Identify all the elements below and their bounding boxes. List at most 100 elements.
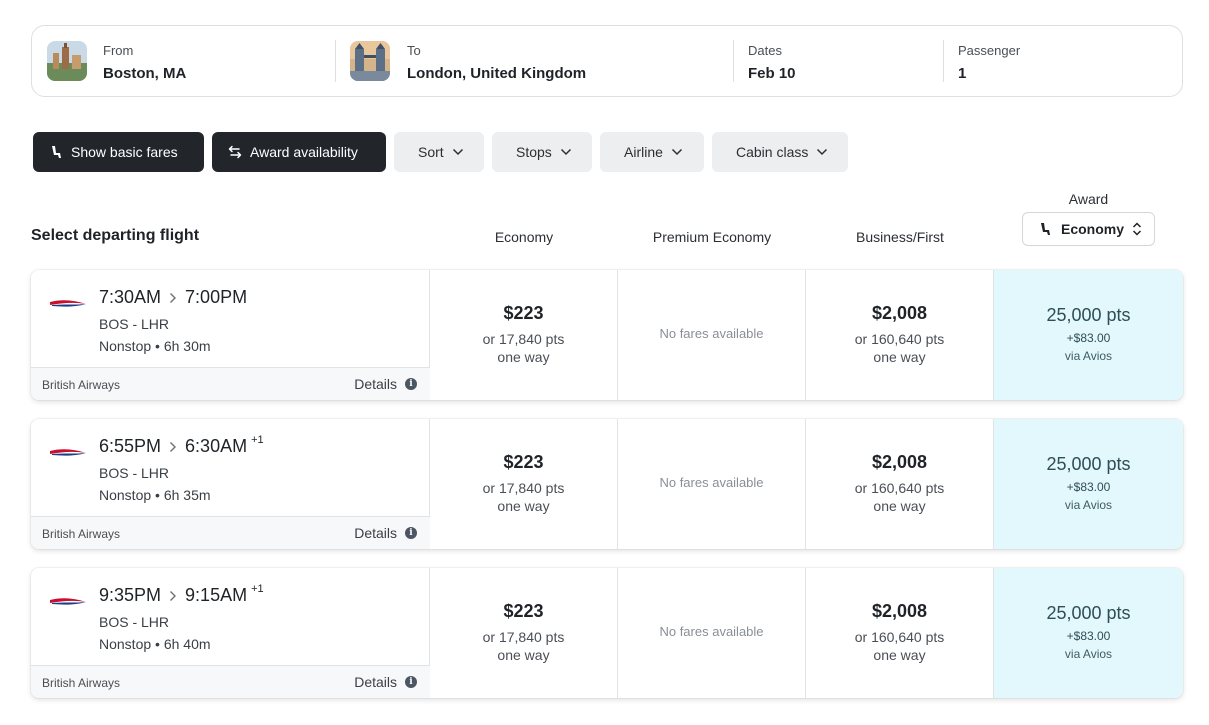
column-header-premium-economy: Premium Economy — [652, 229, 772, 245]
business-points: or 160,640 pts — [854, 629, 945, 645]
business-trip-type: one way — [873, 498, 926, 514]
divider — [335, 40, 336, 82]
passenger-field[interactable]: Passenger 1 — [944, 26, 1182, 96]
award-availability-label: Award availability — [250, 144, 358, 160]
premium-economy-fare-cell: No fares available — [618, 419, 806, 549]
no-fares-text: No fares available — [659, 326, 764, 341]
destination-field[interactable]: To London, United Kingdom — [336, 26, 733, 96]
business-fare-cell[interactable]: $2,008 or 160,640 pts one way — [806, 419, 994, 549]
no-fares-text: No fares available — [659, 624, 764, 639]
business-fare-cell[interactable]: $2,008 or 160,640 pts one way — [806, 568, 994, 698]
arrival-time: 9:15AM — [185, 585, 248, 605]
info-icon: i — [405, 527, 417, 539]
arrival-time: 6:30AM — [185, 436, 248, 456]
departure-time: 9:35PM — [99, 585, 162, 605]
chevron-up-down-icon — [1132, 221, 1142, 240]
business-points: or 160,640 pts — [854, 331, 945, 347]
details-label: Details — [354, 674, 397, 690]
passenger-value: 1 — [958, 65, 967, 82]
economy-fare-cell[interactable]: $223 or 17,840 pts one way — [430, 419, 618, 549]
no-fares-text: No fares available — [659, 475, 764, 490]
chevron-down-icon — [671, 148, 683, 156]
details-link[interactable]: Details i — [354, 376, 417, 392]
business-price: $2,008 — [871, 601, 928, 621]
business-trip-type: one way — [873, 349, 926, 365]
airline-label: Airline — [624, 144, 663, 160]
flight-row[interactable]: 9:35PM 9:15AM +1 BOS - LHR Nonstop • 6h … — [31, 568, 1183, 698]
flight-footer: British Airways Details i — [31, 665, 430, 698]
british-airways-logo — [48, 594, 88, 610]
route: BOS - LHR — [99, 316, 170, 332]
route: BOS - LHR — [99, 465, 170, 481]
passenger-label: Passenger — [958, 43, 1021, 58]
award-availability-button[interactable]: Award availability — [212, 132, 386, 172]
economy-trip-type: one way — [497, 349, 550, 365]
flight-times: 7:30AM 7:00PM — [99, 287, 251, 308]
economy-trip-type: one way — [497, 647, 550, 663]
dates-field[interactable]: Dates Feb 10 — [734, 26, 943, 96]
stops-duration: Nonstop • 6h 40m — [99, 636, 211, 652]
destination-label: To — [407, 43, 421, 58]
cabin-class-dropdown[interactable]: Cabin class — [712, 132, 848, 172]
stops-duration: Nonstop • 6h 30m — [99, 338, 211, 354]
flight-times: 9:35PM 9:15AM +1 — [99, 582, 264, 606]
column-header-business-first: Business/First — [856, 229, 944, 245]
award-cabin-value: Economy — [1061, 221, 1125, 237]
details-link[interactable]: Details i — [354, 525, 417, 541]
stops-dropdown[interactable]: Stops — [492, 132, 592, 172]
premium-economy-fare-cell: No fares available — [618, 270, 806, 400]
flight-footer: British Airways Details i — [31, 516, 430, 549]
airline-dropdown[interactable]: Airline — [600, 132, 704, 172]
details-label: Details — [354, 525, 397, 541]
divider — [943, 40, 944, 82]
seat-icon — [1039, 222, 1051, 236]
column-header-economy: Economy — [494, 229, 554, 245]
destination-value: London, United Kingdom — [407, 65, 587, 82]
sort-label: Sort — [418, 144, 444, 160]
award-fee: +$83.00 — [1066, 331, 1111, 345]
flight-info: 9:35PM 9:15AM +1 BOS - LHR Nonstop • 6h … — [31, 568, 430, 698]
business-points: or 160,640 pts — [854, 480, 945, 496]
stops-label: Stops — [516, 144, 552, 160]
award-fee: +$83.00 — [1066, 480, 1111, 494]
departure-time: 6:55PM — [99, 436, 162, 456]
airline-name: British Airways — [42, 378, 121, 392]
economy-points: or 17,840 pts — [482, 331, 565, 347]
award-program: via Avios — [1064, 498, 1113, 512]
award-program: via Avios — [1064, 349, 1113, 363]
chevron-down-icon — [816, 148, 828, 156]
show-basic-fares-label: Show basic fares — [71, 144, 178, 160]
origin-field[interactable]: From Boston, MA — [32, 26, 335, 96]
flight-info: 7:30AM 7:00PM BOS - LHR Nonstop • 6h 30m… — [31, 270, 430, 400]
business-price: $2,008 — [871, 452, 928, 472]
business-fare-cell[interactable]: $2,008 or 160,640 pts one way — [806, 270, 994, 400]
business-trip-type: one way — [873, 647, 926, 663]
flight-row[interactable]: 6:55PM 6:30AM +1 BOS - LHR Nonstop • 6h … — [31, 419, 1183, 549]
award-fare-cell[interactable]: 25,000 pts +$83.00 via Avios — [994, 419, 1183, 549]
sort-dropdown[interactable]: Sort — [394, 132, 484, 172]
day-offset: +1 — [251, 582, 264, 595]
award-cabin-select[interactable]: Economy — [1022, 212, 1155, 246]
award-fare-cell[interactable]: 25,000 pts +$83.00 via Avios — [994, 270, 1183, 400]
economy-fare-cell[interactable]: $223 or 17,840 pts one way — [430, 270, 618, 400]
award-fare-cell[interactable]: 25,000 pts +$83.00 via Avios — [994, 568, 1183, 698]
divider — [733, 40, 734, 82]
flight-row[interactable]: 7:30AM 7:00PM BOS - LHR Nonstop • 6h 30m… — [31, 270, 1183, 400]
economy-fare-cell[interactable]: $223 or 17,840 pts one way — [430, 568, 618, 698]
london-thumbnail — [350, 41, 390, 81]
business-price: $2,008 — [871, 303, 928, 323]
boston-thumbnail — [47, 41, 87, 81]
premium-economy-fare-cell: No fares available — [618, 568, 806, 698]
details-link[interactable]: Details i — [354, 674, 417, 690]
chevron-down-icon — [452, 148, 464, 156]
show-basic-fares-button[interactable]: Show basic fares — [33, 132, 204, 172]
award-points: 25,000 pts — [1046, 305, 1131, 325]
origin-label: From — [103, 43, 134, 58]
details-label: Details — [354, 376, 397, 392]
arrival-time: 7:00PM — [185, 287, 248, 307]
award-points: 25,000 pts — [1046, 454, 1131, 474]
section-title: Select departing flight — [31, 227, 200, 244]
chevron-down-icon — [560, 148, 572, 156]
award-fee: +$83.00 — [1066, 629, 1111, 643]
economy-points: or 17,840 pts — [482, 480, 565, 496]
